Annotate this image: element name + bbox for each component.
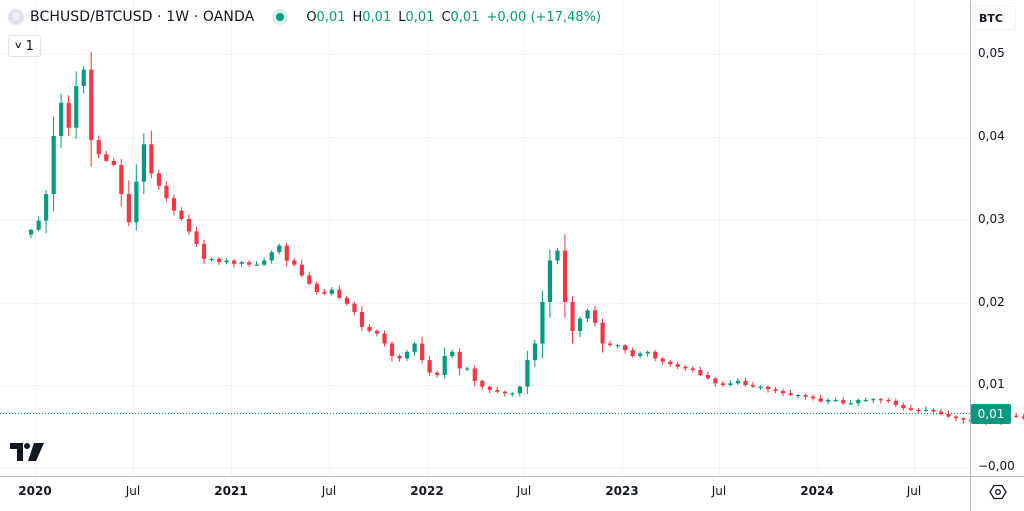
chevron-down-icon: ∨ bbox=[13, 41, 23, 51]
price-tick-label: 0,01 bbox=[978, 377, 1005, 391]
time-tick-label: Jul bbox=[125, 484, 141, 498]
time-tick-label: 2023 bbox=[605, 484, 639, 498]
tradingview-logo[interactable] bbox=[10, 443, 44, 465]
price-tick-label: 0,03 bbox=[978, 212, 1005, 226]
time-tick-label: 2024 bbox=[800, 484, 834, 498]
ohlc-close: C0,01 bbox=[441, 9, 480, 25]
time-tick-label: 2021 bbox=[214, 484, 248, 498]
ohlc-high: H0,01 bbox=[352, 9, 392, 25]
market-status-icon[interactable] bbox=[272, 9, 289, 25]
time-tick-label: Jul bbox=[711, 484, 727, 498]
chart-grid bbox=[0, 0, 970, 476]
candlestick-series bbox=[29, 51, 1024, 426]
indicator-count: 1 bbox=[25, 38, 34, 54]
symbol-icon: B bbox=[8, 9, 24, 25]
price-tick-label: 0,04 bbox=[978, 129, 1005, 143]
time-tick-label: 2020 bbox=[18, 484, 52, 498]
price-tick-label: −0,00 bbox=[978, 459, 1015, 473]
time-tick-label: Jul bbox=[906, 484, 922, 498]
ohlc-low: L0,01 bbox=[398, 9, 435, 25]
settings-hexagon-icon bbox=[989, 484, 1007, 500]
chart-settings-button[interactable] bbox=[988, 482, 1008, 502]
tradingview-logo-icon bbox=[10, 443, 44, 461]
time-tick-label: 2022 bbox=[410, 484, 444, 498]
symbol-title[interactable]: BCHUSD/BTCUSD · 1W · OANDA bbox=[30, 9, 255, 25]
price-tick-label: 0,05 bbox=[978, 46, 1005, 60]
ohlc-open: O0,01 bbox=[306, 9, 346, 25]
collapse-indicators-button[interactable]: ∨ 1 bbox=[8, 35, 41, 57]
price-change: +0,00 (+17,48%) bbox=[486, 9, 602, 25]
currency-label[interactable]: BTC bbox=[972, 6, 1016, 30]
time-tick-label: Jul bbox=[321, 484, 337, 498]
time-tick-label: Jul bbox=[516, 484, 532, 498]
chart-legend: B BCHUSD/BTCUSD · 1W · OANDA O0,01 H0,01… bbox=[8, 6, 601, 28]
price-tick-label: 0,02 bbox=[978, 295, 1005, 309]
last-price-badge: 0,01 bbox=[971, 404, 1011, 424]
